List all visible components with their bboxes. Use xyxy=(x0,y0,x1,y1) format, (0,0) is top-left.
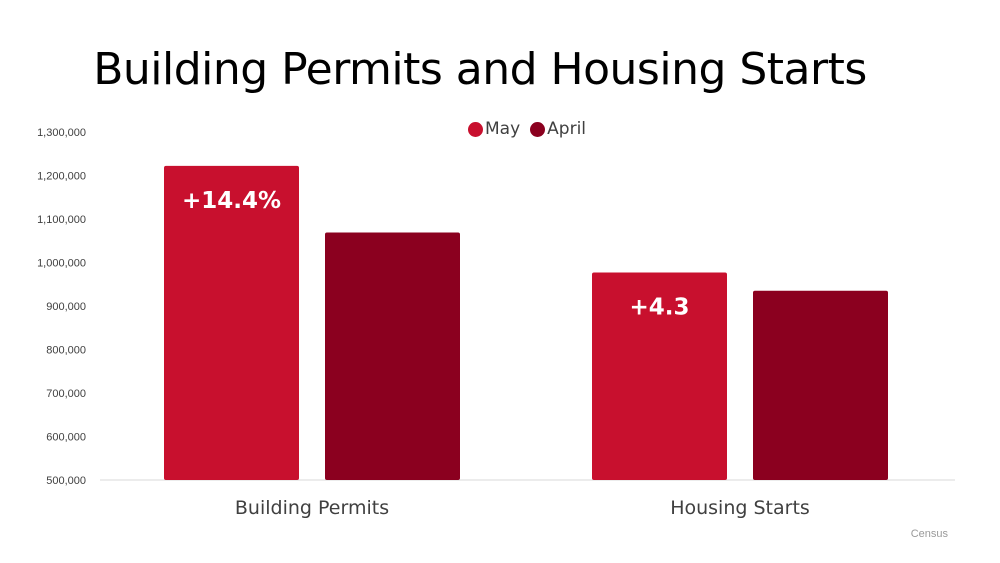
bar-may-2 xyxy=(592,272,727,480)
data-label: +14.4% xyxy=(182,188,281,214)
chart-title: Building Permits and Housing Starts xyxy=(93,44,867,95)
y-tick-label: 500,000 xyxy=(46,475,86,487)
y-tick-label: 800,000 xyxy=(46,345,86,357)
y-tick-label: 1,300,000 xyxy=(37,127,86,139)
legend-label-may: May xyxy=(485,119,521,139)
data-label: +4.3 xyxy=(629,295,689,321)
y-tick-label: 1,200,000 xyxy=(37,171,86,183)
y-tick-label: 700,000 xyxy=(46,388,86,400)
bar-april-1 xyxy=(325,232,460,480)
legend-swatch-may xyxy=(468,121,483,137)
legend-item-april: April xyxy=(530,119,586,139)
source-label: Census xyxy=(910,528,948,540)
y-tick-label: 900,000 xyxy=(46,301,86,313)
y-tick-label: 1,100,000 xyxy=(37,214,86,226)
y-tick-label: 600,000 xyxy=(46,432,86,444)
bar-may-1 xyxy=(164,165,299,480)
legend: May April xyxy=(468,119,596,139)
x-category-label: Building Permits xyxy=(235,497,389,519)
legend-item-may: May xyxy=(468,119,520,139)
bar-april-2 xyxy=(753,290,888,480)
legend-label-april: April xyxy=(547,119,587,139)
y-tick-label: 1,000,000 xyxy=(37,258,86,270)
x-category-label: Housing Starts xyxy=(670,497,810,519)
legend-swatch-april xyxy=(530,121,546,137)
